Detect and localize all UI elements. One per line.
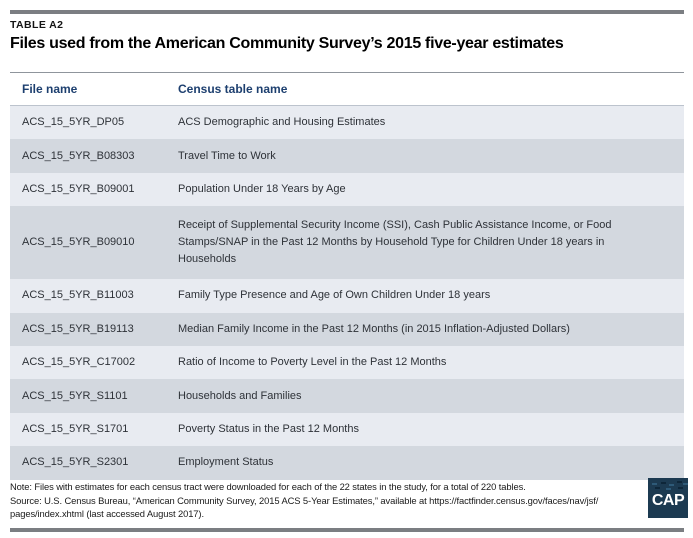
column-header-census-table-name: Census table name xyxy=(178,82,288,96)
table-body: ACS_15_5YR_DP05 ACS Demographic and Housi… xyxy=(10,106,684,480)
file-name-cell: ACS_15_5YR_S1101 xyxy=(22,389,128,402)
census-table-name-cell: Receipt of Supplemental Security Income … xyxy=(178,219,612,266)
file-name-cell: ACS_15_5YR_C17002 xyxy=(22,356,136,369)
table-row: ACS_15_5YR_B09001 Population Under 18 Yea… xyxy=(10,172,684,207)
file-name-cell: ACS_15_5YR_B09010 xyxy=(22,236,135,249)
table-row: ACS_15_5YR_S2301 Employment Status xyxy=(10,446,684,480)
table-note: Note: Files with estimates for each cens… xyxy=(10,481,526,492)
header-top-rule xyxy=(10,72,684,73)
table-row: ACS_15_5YR_C17002 Ratio of Income to Pove… xyxy=(10,345,684,380)
bottom-rule xyxy=(10,528,684,532)
table-row: ACS_15_5YR_S1101 Households and Families xyxy=(10,379,684,413)
file-name-cell: ACS_15_5YR_S2301 xyxy=(22,456,129,469)
census-table-name-cell: Employment Status xyxy=(178,456,274,469)
table-row: ACS_15_5YR_DP05 ACS Demographic and Housi… xyxy=(10,106,684,140)
table-row: ACS_15_5YR_B08303 Travel Time to Work xyxy=(10,139,684,173)
census-table-name-cell: Median Family Income in the Past 12 Mont… xyxy=(178,322,570,335)
census-table-name-cell: ACS Demographic and Housing Estimates xyxy=(178,116,386,129)
table-source-line-1: Source: U.S. Census Bureau, “American Co… xyxy=(10,495,599,506)
cap-logo-waves xyxy=(652,483,657,485)
table-header-row: File name Census table name xyxy=(10,73,684,106)
file-name-cell: ACS_15_5YR_B08303 xyxy=(22,149,135,162)
file-name-cell: ACS_15_5YR_S1701 xyxy=(22,422,129,435)
column-header-file-name: File name xyxy=(22,82,78,96)
table-row: ACS_15_5YR_B09010 Receipt of Supplemental… xyxy=(10,206,684,280)
table-source: Source: U.S. Census Bureau, “American Co… xyxy=(10,495,598,520)
census-table-name-cell: Travel Time to Work xyxy=(178,149,276,162)
table-row: ACS_15_5YR_S1701 Poverty Status in the Pa… xyxy=(10,412,684,447)
table-row: ACS_15_5YR_B11003 Family Type Presence an… xyxy=(10,279,684,313)
cap-logo-text: CAP xyxy=(651,491,685,509)
census-table-name-cell: Ratio of Income to Poverty Level in the … xyxy=(178,356,447,369)
top-rule xyxy=(10,10,684,14)
file-name-cell: ACS_15_5YR_DP05 xyxy=(22,116,125,129)
census-table-name-cell: Population Under 18 Years by Age xyxy=(178,182,346,195)
census-table-name-cell: Family Type Presence and Age of Own Chil… xyxy=(178,289,491,302)
table-source-line-2: pages/index.xhtml (last accessed August … xyxy=(10,507,204,519)
cap-logo: CAP xyxy=(648,478,688,518)
table-row: ACS_15_5YR_B19113 Median Family Income in… xyxy=(10,312,684,346)
table-label: TABLE A2 xyxy=(10,19,64,31)
census-table-name-cell: Poverty Status in the Past 12 Months xyxy=(178,422,359,435)
file-name-cell: ACS_15_5YR_B09001 xyxy=(22,182,135,195)
page-title: Files used from the American Community S… xyxy=(10,35,564,52)
file-name-cell: ACS_15_5YR_B11003 xyxy=(22,289,134,302)
file-name-cell: ACS_15_5YR_B19113 xyxy=(22,322,134,335)
census-table-name-cell: Households and Families xyxy=(178,389,302,402)
